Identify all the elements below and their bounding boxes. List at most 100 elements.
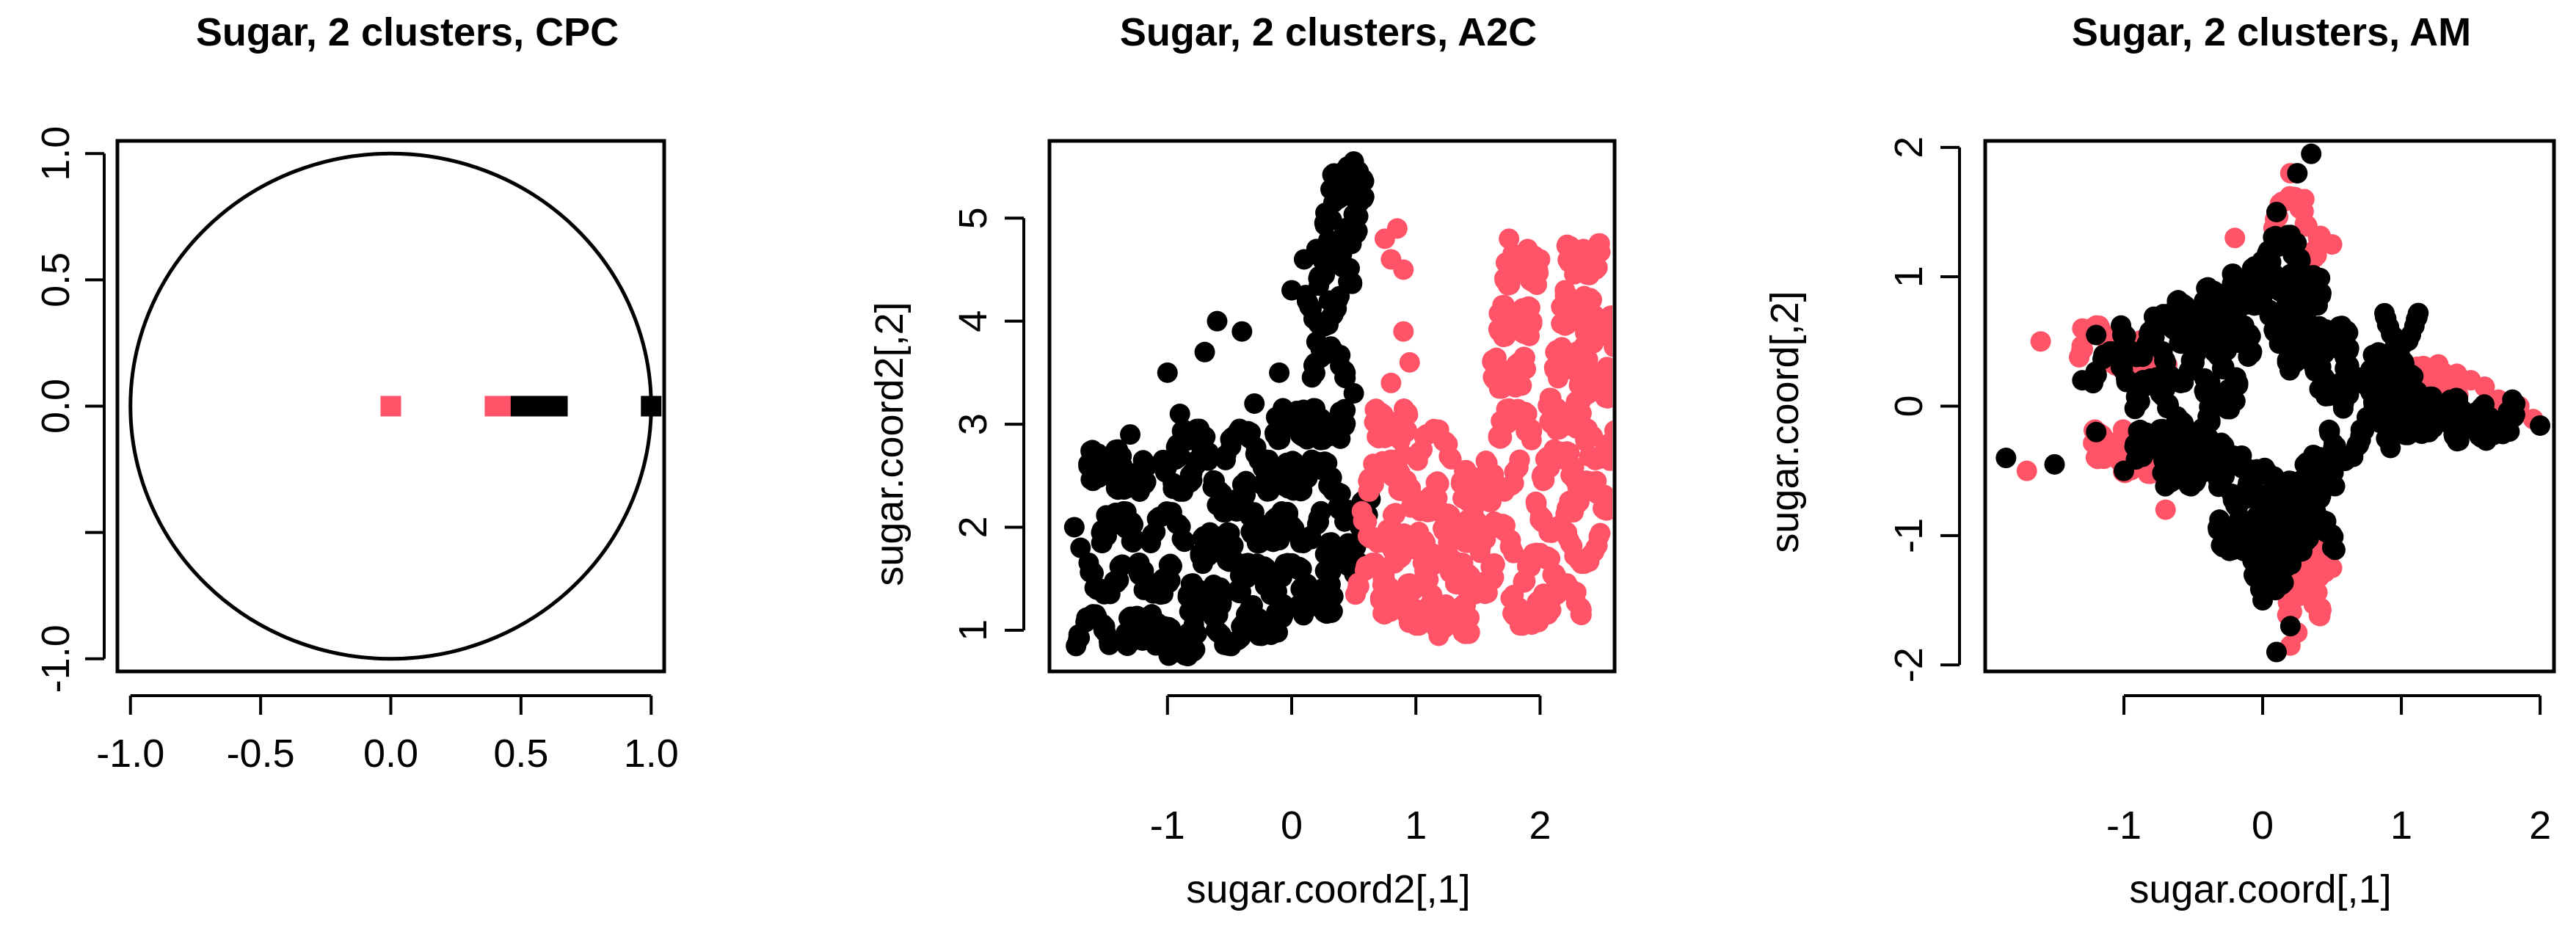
a2c-series2-point xyxy=(1488,318,1509,340)
a2c-series1-point xyxy=(1343,151,1364,172)
a2c-series2-point xyxy=(1481,467,1502,489)
am-series2-point xyxy=(2252,590,2274,611)
a2c-series2-point xyxy=(1433,520,1455,542)
am-series2-point xyxy=(2197,427,2219,448)
am-series2-point xyxy=(2264,321,2285,343)
am-series2-point xyxy=(2379,429,2401,451)
a2c-series1-point xyxy=(1095,455,1116,476)
a2c-series1-point xyxy=(1353,186,1375,208)
am-x-tick-label: -1 xyxy=(2106,804,2142,848)
a2c-series2-point xyxy=(1576,552,1597,573)
am-series2-point xyxy=(2072,370,2093,391)
a2c-series2-point xyxy=(1422,543,1444,564)
am-series1-point xyxy=(2293,189,2315,210)
a2c-series1-point xyxy=(1070,537,1091,558)
am-series2-point xyxy=(2173,412,2194,434)
am-y-tick-label: -2 xyxy=(1887,647,1931,682)
a2c-series2-point xyxy=(1579,471,1600,492)
am-series2-point xyxy=(2289,248,2310,269)
a2c-series2-point xyxy=(1559,406,1580,427)
a2c-series2-point xyxy=(1393,321,1414,342)
a2c-series1-point xyxy=(1153,617,1174,638)
panel-cpc: Sugar, 2 clusters, CPC -1.0 -0.5 0.0 0.5 1.0… xyxy=(34,10,679,776)
cpc-x-tick-label: 1.0 xyxy=(624,732,679,776)
a2c-series2-point xyxy=(1380,372,1402,393)
a2c-series1-point xyxy=(1212,483,1233,504)
am-series2-point xyxy=(2280,616,2301,637)
panel-a2c-xlabel: sugar.coord2[,1] xyxy=(1186,867,1470,911)
a2c-series1-point xyxy=(1242,594,1263,616)
cpc-series1-point xyxy=(380,396,401,417)
a2c-series2-point xyxy=(1426,617,1447,638)
cpc-y-tick-label: 0.5 xyxy=(34,252,78,307)
a2c-points xyxy=(1063,151,1612,667)
a2c-series2-point xyxy=(1602,382,1612,403)
a2c-series2-point xyxy=(1386,218,1408,239)
am-series2-point xyxy=(2406,309,2427,330)
am-series2-point xyxy=(2273,572,2294,594)
a2c-series2-point xyxy=(1579,259,1601,280)
a2c-y-tick-label: 2 xyxy=(951,516,995,538)
a2c-series2-point xyxy=(1504,306,1525,327)
a2c-series2-point xyxy=(1599,450,1612,471)
cpc-y-tick-label: 1.0 xyxy=(34,126,78,181)
a2c-series2-point xyxy=(1401,528,1422,550)
a2c-series2-point xyxy=(1484,553,1505,574)
a2c-series1-point xyxy=(1191,581,1212,602)
a2c-series1-point xyxy=(1269,362,1290,383)
am-series1-point xyxy=(2155,499,2176,520)
a2c-series1-point xyxy=(1241,613,1262,634)
am-series2-point xyxy=(2170,434,2191,455)
a2c-series1-point xyxy=(1227,580,1248,601)
a2c-series1-point xyxy=(1122,532,1143,553)
cpc-x-tick-label: 0.0 xyxy=(363,732,418,776)
am-series2-point xyxy=(2332,394,2354,415)
am-series2-point xyxy=(2086,421,2107,442)
am-y-tick-label: -1 xyxy=(1887,518,1931,553)
am-series1-point xyxy=(2294,213,2315,234)
a2c-series2-point xyxy=(1389,584,1410,605)
am-series2-point xyxy=(2211,290,2233,311)
a2c-series1-point xyxy=(1339,233,1360,255)
am-series2-point xyxy=(2291,272,2312,293)
am-series2-point xyxy=(2310,283,2332,304)
a2c-series2-point xyxy=(1385,525,1406,547)
am-plot-frame xyxy=(1983,139,2556,674)
am-series2-point xyxy=(2397,424,2418,445)
a2c-x-tick-label: 0 xyxy=(1281,804,1303,848)
am-series2-point xyxy=(2166,291,2188,312)
cpc-points xyxy=(380,396,662,417)
a2c-series1-point xyxy=(1343,382,1364,404)
a2c-series2-point xyxy=(1513,323,1535,344)
a2c-y-tick-label: 5 xyxy=(951,207,995,229)
a2c-series2-point xyxy=(1514,347,1535,368)
am-series2-point xyxy=(2283,294,2304,316)
am-series2-point xyxy=(2398,330,2419,351)
am-series2-point xyxy=(2418,421,2439,442)
a2c-series2-point xyxy=(1438,445,1460,467)
cpc-plot-frame xyxy=(115,139,666,674)
a2c-series2-point xyxy=(1460,565,1481,586)
cpc-y-tick-label: 0.0 xyxy=(34,379,78,434)
a2c-series2-point xyxy=(1452,622,1474,643)
a2c-series1-point xyxy=(1083,605,1105,626)
a2c-series1-point xyxy=(1318,290,1339,311)
am-series2-point xyxy=(2226,322,2247,343)
a2c-series1-point xyxy=(1132,630,1153,651)
a2c-series1-point xyxy=(1303,398,1325,419)
a2c-series2-point xyxy=(1454,531,1475,553)
am-series1-point xyxy=(2016,460,2037,481)
a2c-series1-point xyxy=(1103,509,1124,531)
am-series2-point xyxy=(2224,492,2245,513)
am-series2-point xyxy=(2204,342,2225,363)
am-series2-point xyxy=(2259,253,2280,274)
am-series2-point xyxy=(1995,448,2017,469)
panel-a2c: Sugar, 2 clusters, A2C sugar.coord2[,1] … xyxy=(867,10,1617,911)
a2c-plot-frame xyxy=(1047,139,1617,674)
a2c-series1-point xyxy=(1182,462,1203,484)
a2c-series2-point xyxy=(1554,280,1576,301)
a2c-series1-point xyxy=(1107,470,1128,492)
am-series2-point xyxy=(2473,412,2494,434)
am-series2-point xyxy=(2288,310,2310,332)
